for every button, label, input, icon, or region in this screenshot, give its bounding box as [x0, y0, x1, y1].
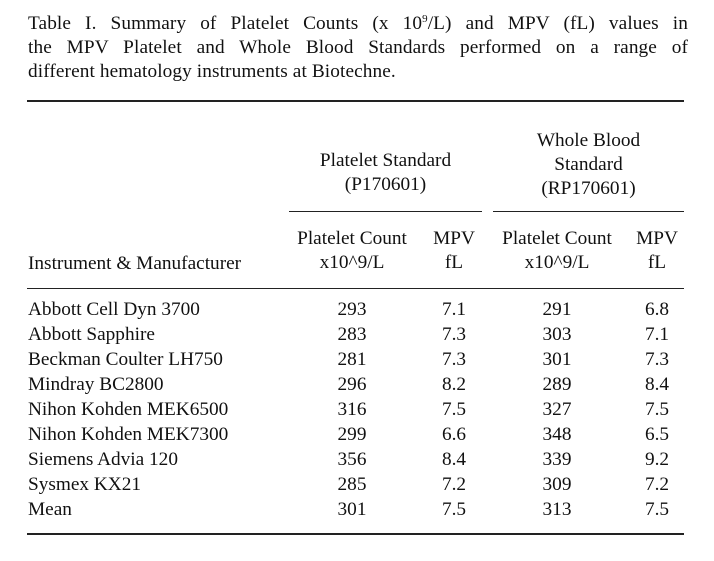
- cell-instrument: Nihon Kohden MEK7300: [28, 424, 229, 445]
- caption-line-2: the MPV Platelet and Whole Blood Standar…: [28, 37, 688, 58]
- cell-ps-mpv: 7.5: [441, 499, 467, 520]
- platelet-standard-rule: [289, 211, 482, 212]
- cell-wb-count: 289: [542, 374, 572, 395]
- cell-ps-count: 299: [337, 424, 367, 445]
- whole-blood-lot: (RP170601): [541, 178, 636, 199]
- cell-ps-mpv: 7.3: [441, 324, 467, 345]
- cell-ps-mpv: 6.6: [441, 424, 467, 445]
- cell-wb-mpv: 6.5: [644, 424, 670, 445]
- cell-wb-mpv: 6.8: [644, 299, 670, 320]
- cell-wb-count: 291: [542, 299, 572, 320]
- cell-wb-count: 303: [542, 324, 572, 345]
- caption-line-1-pre: Table I. Summary of Platelet Counts (x 1…: [28, 13, 423, 34]
- whole-blood-title: Whole Blood: [536, 130, 641, 151]
- cell-instrument: Siemens Advia 120: [28, 449, 178, 470]
- header-ps-count-label: Platelet Count: [297, 228, 407, 249]
- cell-ps-count: 356: [337, 449, 367, 470]
- cell-ps-count: 285: [337, 474, 367, 495]
- cell-wb-count: 327: [542, 399, 572, 420]
- cell-wb-mpv: 7.5: [644, 399, 670, 420]
- cell-ps-mpv: 7.2: [441, 474, 467, 495]
- header-wb-mpv-unit: fL: [647, 252, 667, 273]
- cell-wb-count: 309: [542, 474, 572, 495]
- header-instrument: Instrument & Manufacturer: [28, 253, 242, 274]
- cell-wb-count: 301: [542, 349, 572, 370]
- table-bottom-rule: [27, 533, 684, 535]
- header-wb-mpv-label: MPV: [636, 228, 678, 249]
- cell-instrument: Sysmex KX21: [28, 474, 142, 495]
- header-wb-count-label: Platelet Count: [502, 228, 612, 249]
- header-ps-mpv-label: MPV: [433, 228, 475, 249]
- header-body-rule: [27, 288, 684, 289]
- cell-instrument: Mean: [28, 499, 72, 520]
- cell-wb-mpv: 8.4: [644, 374, 670, 395]
- cell-wb-count: 313: [542, 499, 572, 520]
- cell-ps-count: 296: [337, 374, 367, 395]
- caption-line-1: Table I. Summary of Platelet Counts (x 1…: [28, 12, 688, 36]
- caption-line-1-post: /L) and MPV (fL) values in: [427, 13, 688, 34]
- table-caption: Table I. Summary of Platelet Counts (x 1…: [28, 12, 688, 84]
- caption-line-3: different hematology instruments at Biot…: [28, 61, 396, 82]
- cell-instrument: Abbott Sapphire: [28, 324, 155, 345]
- header-wb-count-unit: x10^9/L: [524, 252, 590, 273]
- platelet-standard-title: Platelet Standard: [319, 150, 452, 171]
- cell-wb-mpv: 7.3: [644, 349, 670, 370]
- header-ps-mpv: MPV fL: [425, 227, 483, 275]
- header-wb-count: Platelet Count x10^9/L: [491, 227, 623, 275]
- header-ps-count: Platelet Count x10^9/L: [287, 227, 417, 275]
- cell-ps-count: 301: [337, 499, 367, 520]
- whole-blood-group-header: Whole Blood Standard (RP170601): [493, 129, 684, 201]
- cell-ps-mpv: 7.3: [441, 349, 467, 370]
- cell-instrument: Abbott Cell Dyn 3700: [28, 299, 200, 320]
- whole-blood-rule: [493, 211, 684, 212]
- cell-instrument: Mindray BC2800: [28, 374, 164, 395]
- cell-wb-count: 339: [542, 449, 572, 470]
- header-ps-count-unit: x10^9/L: [319, 252, 385, 273]
- cell-ps-count: 293: [337, 299, 367, 320]
- whole-blood-subtitle: Standard: [554, 154, 623, 175]
- cell-wb-mpv: 7.5: [644, 499, 670, 520]
- cell-ps-count: 283: [337, 324, 367, 345]
- header-wb-mpv: MPV fL: [628, 227, 686, 275]
- cell-ps-mpv: 7.5: [441, 399, 467, 420]
- cell-instrument: Nihon Kohden MEK6500: [28, 399, 229, 420]
- platelet-standard-lot: (P170601): [344, 174, 427, 195]
- table-top-rule: [27, 100, 684, 102]
- cell-wb-mpv: 9.2: [644, 449, 670, 470]
- cell-ps-mpv: 8.2: [441, 374, 467, 395]
- cell-wb-mpv: 7.2: [644, 474, 670, 495]
- caption-superscript: 9: [422, 13, 428, 25]
- cell-wb-mpv: 7.1: [644, 324, 670, 345]
- cell-wb-count: 348: [542, 424, 572, 445]
- cell-ps-mpv: 7.1: [441, 299, 467, 320]
- cell-ps-mpv: 8.4: [441, 449, 467, 470]
- cell-ps-count: 281: [337, 349, 367, 370]
- cell-instrument: Beckman Coulter LH750: [28, 349, 223, 370]
- platelet-standard-group-header: Platelet Standard (P170601): [289, 149, 482, 197]
- header-ps-mpv-unit: fL: [444, 252, 464, 273]
- cell-ps-count: 316: [337, 399, 367, 420]
